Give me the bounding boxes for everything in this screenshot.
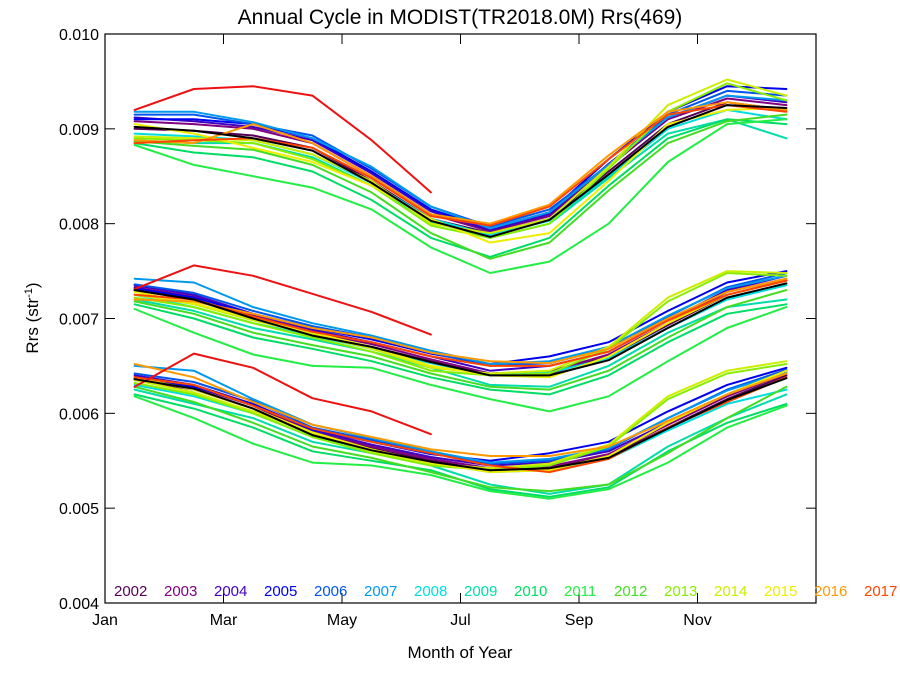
y-axis: 0.004 0.005 0.006 0.007 0.008 0.009 0.010 [59,27,816,613]
y-axis-label-superscript: -1 [23,288,35,298]
y-tick-label: 0.009 [59,122,99,139]
y-tick-label: 0.008 [59,217,99,234]
x-axis-label: Month of Year [408,643,513,662]
series-2011-line [133,306,788,413]
series-2016-line [133,363,788,457]
chart-title: Annual Cycle in MODIST(TR2018.0M) Rrs(46… [238,6,683,29]
y-axis-label: Rrs (str-1) [23,282,42,353]
series-2010-line [133,303,788,396]
series-2013-line [133,272,788,377]
series-2012-line [133,289,788,391]
series-2017-line [133,279,788,367]
legend-item-2003: 2003 [164,583,197,600]
y-axis-label-main: Rrs (str [23,298,42,354]
y-tick-label: 0.007 [59,312,99,329]
x-tick-label: May [327,612,357,629]
series-2016-line [133,101,788,225]
series-2016-line [133,277,788,365]
legend-item-2008: 2008 [414,583,447,600]
series-2009-line [133,388,788,495]
legend-item-2012: 2012 [614,583,647,600]
series-2011-line [133,118,788,274]
x-tick-label: Nov [683,612,711,629]
series-unnamed-line [133,377,788,472]
series-unnamed-line [133,352,432,436]
series-2012-line [133,113,788,260]
series-2009-line [133,298,788,388]
series-lines [133,78,788,500]
legend-item-2014: 2014 [714,583,747,600]
series-2010-line [133,118,788,258]
legend-item-2015: 2015 [764,583,797,600]
series-unnamed-line [133,264,432,336]
series-2010-line [133,393,788,498]
y-tick-label: 0.004 [59,596,99,613]
series-2012-line [133,385,788,493]
legend: 2002 2003 2004 2005 2006 2007 2008 2009 2010 2011… [114,583,897,600]
y-axis-label-suffix: ) [23,282,42,288]
y-tick-label: 0.006 [59,406,99,423]
legend-item-2017: 2017 [864,583,897,600]
y-tick-label: 0.005 [59,501,99,518]
series-2017-line [133,104,788,227]
legend-item-2009: 2009 [464,583,497,600]
series-unnamed-line [133,85,432,194]
legend-item-2005: 2005 [264,583,297,600]
legend-item-2004: 2004 [214,583,247,600]
legend-item-2007: 2007 [364,583,397,600]
series-2011-line [133,395,788,500]
legend-item-2006: 2006 [314,583,347,600]
legend-item-2011: 2011 [564,583,596,600]
x-tick-label: Jul [450,612,470,629]
series-2006-line [133,272,788,367]
legend-item-2010: 2010 [514,583,547,600]
series-unnamed-line [133,282,788,377]
legend-item-2002: 2002 [114,583,147,600]
x-tick-label: Mar [210,612,238,629]
series-2015-line [133,107,788,244]
y-tick-label: 0.010 [59,27,99,44]
series-unnamed-line [133,104,788,238]
x-tick-label: Sep [565,612,594,629]
series-2007-line [133,364,788,464]
legend-item-2016: 2016 [814,583,847,600]
x-axis: Jan Mar May Jul Sep Nov [92,34,712,629]
x-tick-label: Jan [92,612,118,629]
legend-item-2013: 2013 [664,583,697,600]
